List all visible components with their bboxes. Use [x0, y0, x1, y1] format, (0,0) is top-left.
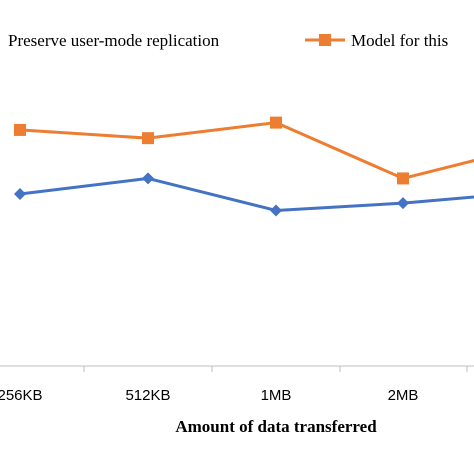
data-point-series-1: [397, 197, 409, 210]
x-tick-label: 256KB: [0, 387, 43, 404]
data-point-series-2: [270, 116, 282, 129]
x-axis-title: Amount of data transferred: [175, 417, 377, 436]
legend-label-series-1: Preserve user-mode replication: [8, 31, 220, 50]
data-point-series-2: [397, 172, 409, 185]
x-tick-label: 1MB: [261, 387, 292, 404]
x-tick-label: 2MB: [388, 387, 419, 404]
x-axis-labels: 256KB 512KB 1MB 2MB: [0, 387, 418, 404]
data-point-series-1: [270, 204, 282, 217]
data-point-series-2: [14, 123, 26, 136]
series-markers: [14, 116, 409, 217]
data-point-series-1: [142, 172, 154, 185]
chart-legend: Preserve user-mode replication Model for…: [8, 31, 448, 50]
series-line-2: [19, 121, 474, 180]
data-point-series-1: [14, 187, 26, 200]
series-lines: [19, 121, 474, 212]
legend-marker-series-2: [319, 34, 331, 46]
data-point-series-2: [142, 132, 154, 145]
legend-label-series-2: Model for this: [351, 31, 448, 50]
x-axis-ticks: [83, 366, 468, 372]
x-tick-label: 512KB: [125, 387, 170, 404]
